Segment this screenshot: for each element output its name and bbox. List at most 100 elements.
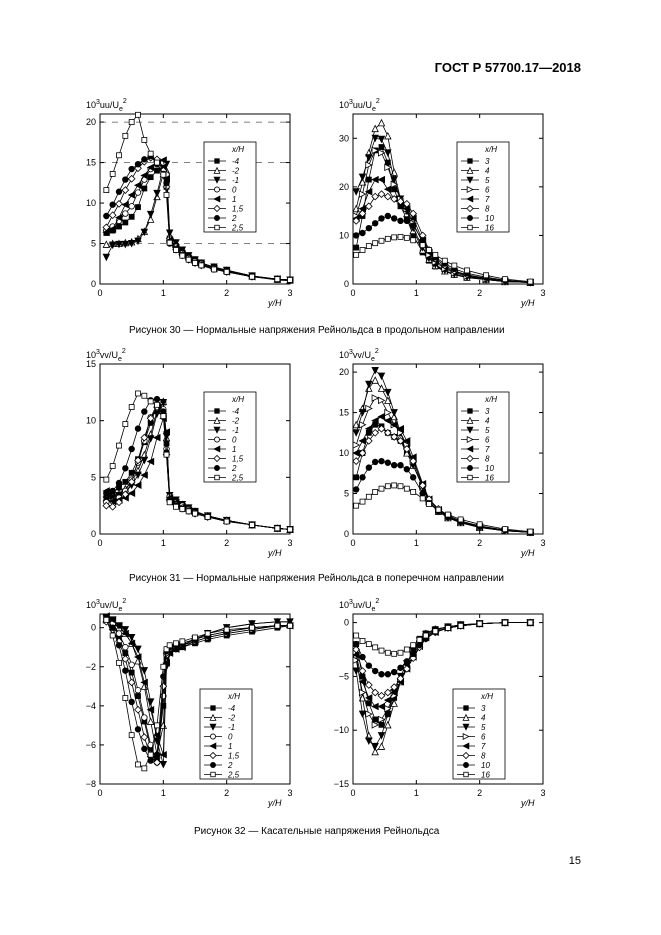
legend-marker: [466, 445, 474, 453]
legend-label: 7: [485, 445, 490, 454]
data-point: [223, 268, 230, 275]
data-point: [102, 253, 111, 262]
data-point: [140, 678, 148, 687]
x-tick-label: 1: [414, 788, 419, 798]
data-point: [115, 621, 123, 630]
data-point: [365, 380, 373, 389]
data-point: [163, 451, 170, 458]
data-point: [365, 161, 373, 169]
data-point: [359, 688, 367, 697]
data-point: [441, 257, 448, 264]
data-point: [397, 429, 405, 437]
data-point: [287, 622, 293, 629]
data-point: [198, 262, 205, 269]
x-axis-label: y/H: [267, 798, 282, 808]
data-point: [147, 398, 154, 405]
data-point: [127, 639, 136, 648]
data-point: [383, 192, 392, 201]
data-point: [153, 189, 161, 198]
legend-label: 4: [485, 167, 490, 176]
series: [103, 390, 293, 533]
data-point: [353, 244, 360, 251]
data-point: [146, 414, 155, 423]
legend-marker: [463, 705, 469, 711]
data-point: [364, 187, 373, 196]
data-point: [109, 487, 116, 495]
data-point: [502, 619, 508, 626]
series-line: [355, 622, 531, 697]
data-point: [192, 260, 198, 266]
data-point: [383, 688, 392, 697]
legend-marker: [467, 215, 473, 221]
data-point: [365, 243, 372, 250]
data-point: [160, 663, 167, 670]
data-point: [121, 186, 130, 194]
data-point: [116, 223, 122, 230]
legend-marker: [213, 204, 221, 213]
x-tick-label: 2: [224, 788, 229, 798]
plot-frame: [99, 113, 291, 285]
legend-label: 7: [481, 742, 486, 751]
data-point: [384, 388, 392, 397]
data-point: [352, 656, 361, 665]
data-point: [426, 501, 432, 507]
x-tick-label: 0: [350, 538, 355, 548]
legend-marker: [467, 474, 473, 481]
data-point: [365, 493, 372, 500]
data-point: [160, 413, 167, 420]
x-tick-label: 0: [97, 538, 102, 548]
data-point: [364, 694, 373, 702]
legend-marker: [462, 751, 470, 760]
data-point: [147, 741, 154, 749]
legend-box: [456, 391, 510, 483]
data-point: [365, 737, 373, 745]
legend-label: 4: [485, 417, 490, 426]
data-point: [248, 620, 256, 628]
data-point: [372, 644, 379, 651]
data-point: [396, 674, 405, 683]
data-point: [115, 240, 123, 249]
series: [103, 111, 293, 283]
y-tick-label: 0: [91, 623, 96, 633]
data-point: [383, 696, 392, 704]
data-point: [365, 700, 372, 707]
legend-label: -4: [228, 704, 236, 713]
data-point: [352, 457, 361, 466]
legend-marker: [210, 733, 216, 740]
y-tick-label: 15: [86, 158, 96, 168]
data-point: [154, 167, 160, 174]
series: [353, 619, 534, 657]
data-point: [115, 642, 123, 649]
data-point: [141, 185, 148, 192]
data-point: [409, 474, 417, 481]
legend-marker: [214, 224, 220, 231]
legend-marker: [210, 771, 216, 778]
data-point: [121, 490, 130, 499]
legend-label: 5: [481, 723, 486, 732]
data-point: [128, 203, 135, 210]
data-point: [358, 449, 367, 457]
y-tick-label: 5: [91, 472, 96, 482]
data-point: [159, 760, 168, 769]
data-point: [410, 642, 417, 649]
data-point: [122, 421, 129, 427]
data-point: [402, 445, 411, 453]
data-point: [146, 210, 155, 219]
data-point: [352, 449, 360, 457]
data-point: [358, 678, 366, 686]
data-point: [359, 653, 366, 661]
data-point: [365, 710, 373, 718]
y-tick-label: 0: [344, 279, 349, 289]
data-point: [476, 620, 483, 627]
data-point: [286, 618, 294, 626]
legend-label: -4: [232, 407, 240, 416]
data-point: [384, 212, 392, 220]
data-point: [134, 181, 142, 189]
data-point: [146, 705, 155, 714]
data-point: [390, 683, 399, 692]
legend-label: 8: [485, 455, 490, 464]
data-point: [173, 640, 179, 647]
data-point: [109, 463, 116, 469]
data-point: [140, 667, 149, 675]
